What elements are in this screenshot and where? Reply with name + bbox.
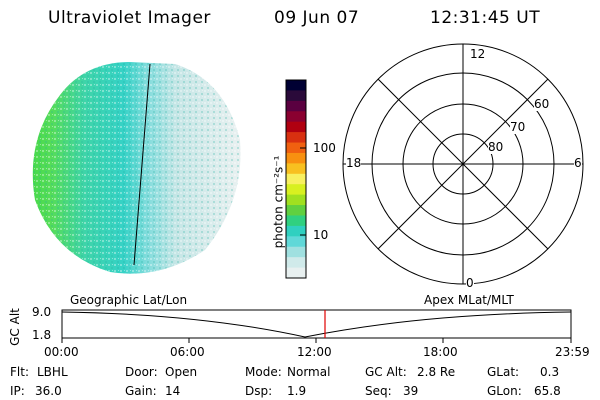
mlt-line-diag-2 xyxy=(377,78,549,250)
mlt-label-6: 6 xyxy=(574,156,582,170)
mlt-label-18: 18 xyxy=(346,156,362,170)
time-label: 12:31:45 UT xyxy=(430,8,541,28)
ip-value: 36.0 xyxy=(35,384,62,398)
mlt-label-0: 0 xyxy=(466,276,474,290)
orbit-xtick-2: 12:00 xyxy=(297,345,332,359)
colorbar-segment xyxy=(286,267,306,279)
colorbar-segment xyxy=(286,142,306,154)
orbit-xtick-3: 18:00 xyxy=(423,345,458,359)
colorbar-segment xyxy=(286,215,306,227)
gcalt-value: 2.8 Re xyxy=(417,365,456,379)
colorbar-tick-100: 100 xyxy=(313,141,336,155)
lat-label-70: 70 xyxy=(510,120,526,134)
altitude-curve xyxy=(61,311,572,338)
app-title: Ultraviolet Imager xyxy=(48,8,211,28)
colorbar-segment xyxy=(286,111,306,123)
colorbar-tick-10: 10 xyxy=(313,228,329,242)
ip-label: IP: xyxy=(10,384,25,398)
colorbar-segment xyxy=(286,90,306,102)
colorbar-segment xyxy=(286,100,306,112)
colorbar-segment xyxy=(286,152,306,164)
colorbar-segment xyxy=(286,163,306,175)
gain-value: 14 xyxy=(165,384,181,398)
glat-label: GLat: xyxy=(487,365,520,379)
orbit-left-title: Geographic Lat/Lon xyxy=(70,293,188,307)
orbit-ytick-high: 9.0 xyxy=(32,305,52,319)
terminator-line xyxy=(133,63,151,266)
lat-label-80: 80 xyxy=(488,140,504,154)
colorbar-segment xyxy=(286,132,306,144)
colorbar-segment xyxy=(286,194,306,206)
seq-label: Seq: xyxy=(365,384,392,398)
glon-label: GLon: xyxy=(487,384,522,398)
colorbar-segment xyxy=(286,80,306,91)
colorbar-segment xyxy=(286,121,306,133)
colorbar-frame xyxy=(285,79,307,279)
colorbar-segment xyxy=(286,236,306,248)
colorbar-segment xyxy=(286,184,306,196)
orbit-xtick-1: 06:00 xyxy=(170,345,205,359)
mode-label: Mode: xyxy=(245,365,282,379)
door-label: Door: xyxy=(125,365,158,379)
colorbar-segment xyxy=(286,246,306,258)
colorbar-segment xyxy=(286,257,306,269)
gain-label: Gain: xyxy=(125,384,157,398)
dsp-label: Dsp: xyxy=(245,384,273,398)
seq-value: 39 xyxy=(403,384,419,398)
glon-value: 65.8 xyxy=(534,384,561,398)
colorbar-segment xyxy=(286,173,306,185)
orbit-right-title: Apex MLat/MLT xyxy=(424,293,514,307)
orbit-xtick-0: 00:00 xyxy=(44,345,79,359)
flt-label: Flt: xyxy=(10,365,29,379)
date-label: 09 Jun 07 xyxy=(274,8,360,28)
dsp-value: 1.9 xyxy=(287,384,307,398)
colorbar-segment xyxy=(286,205,306,216)
door-value: Open xyxy=(165,365,198,379)
orbit-xtick-4: 23:59 xyxy=(555,345,590,359)
colorbar-segment xyxy=(286,225,306,237)
gcalt-label: GC Alt: xyxy=(365,365,407,379)
flt-value: LBHL xyxy=(37,365,68,379)
mode-value: Normal xyxy=(287,365,331,379)
lat-label-60: 60 xyxy=(534,97,550,111)
orbit-ytick-low: 1.8 xyxy=(32,328,52,342)
mlt-label-12: 12 xyxy=(470,47,486,61)
glat-value: 0.3 xyxy=(540,365,560,379)
